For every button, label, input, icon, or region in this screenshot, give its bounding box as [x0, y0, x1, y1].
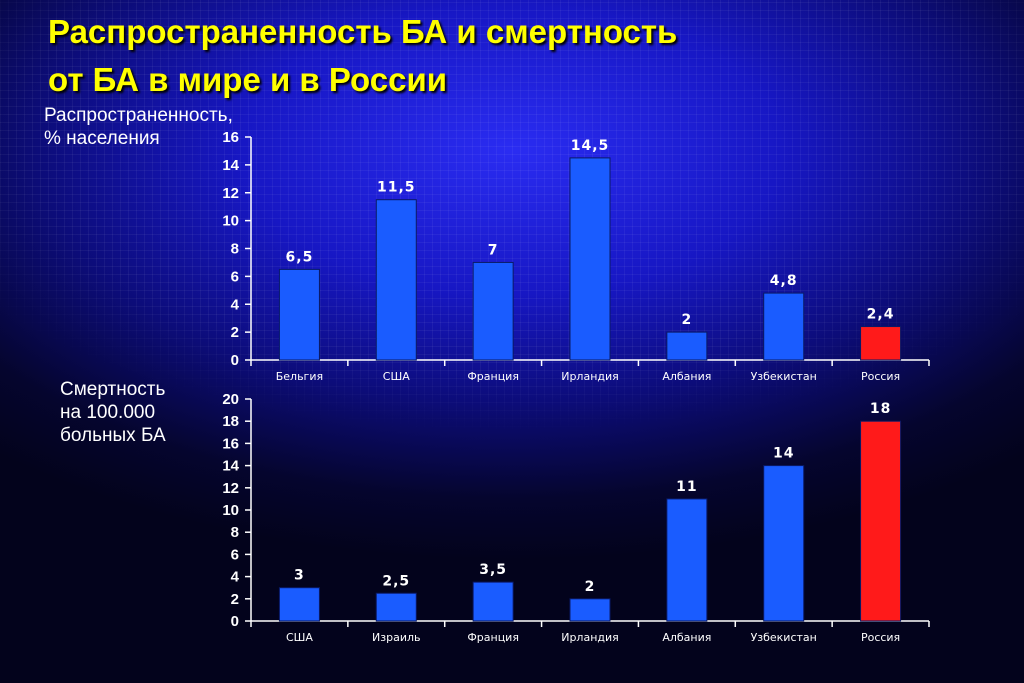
- prevalence-bar: [472, 261, 514, 361]
- prevalence-bar: [763, 292, 805, 361]
- prevalence-data-label: 6,5: [286, 249, 314, 265]
- mortality-axis-label-line-3: больных БА: [60, 425, 166, 446]
- prevalence-y-tick-label: 16: [222, 129, 239, 146]
- mortality-category-label: Израиль: [372, 631, 420, 644]
- mortality-category-label: США: [286, 631, 313, 644]
- prevalence-bar: [375, 199, 417, 361]
- prevalence-data-label: 2,4: [867, 307, 895, 323]
- prevalence-data-label: 7: [488, 242, 499, 258]
- mortality-bar: [569, 598, 611, 622]
- mortality-category-label: Россия: [861, 631, 900, 644]
- mortality-y-tick-label: 0: [231, 613, 239, 630]
- prevalence-category-label: Ирландия: [561, 370, 619, 383]
- mortality-data-label: 14: [773, 446, 794, 462]
- mortality-bar: [860, 420, 902, 622]
- mortality-y-tick-label: 6: [231, 546, 239, 563]
- mortality-data-label: 18: [870, 401, 891, 417]
- mortality-y-tick-label: 16: [222, 435, 239, 452]
- prevalence-y-tick-label: 4: [231, 296, 240, 313]
- mortality-axis-label-line-1: Смертность: [60, 379, 166, 400]
- prevalence-y-tick-label: 14: [222, 157, 239, 174]
- mortality-axis-label-line-2: на 100.000: [60, 402, 156, 423]
- prevalence-category-label: Бельгия: [276, 370, 323, 383]
- prevalence-y-tick-label: 2: [231, 324, 239, 341]
- mortality-data-label: 3: [294, 568, 305, 584]
- prevalence-data-label: 4,8: [770, 273, 798, 289]
- mortality-y-tick-label: 18: [222, 413, 239, 430]
- prevalence-category-label: Россия: [861, 370, 900, 383]
- prevalence-bar: [569, 157, 611, 361]
- prevalence-data-label: 2: [681, 312, 692, 328]
- mortality-data-label: 2,5: [382, 573, 410, 589]
- mortality-bar: [375, 592, 417, 622]
- prevalence-category-label: Узбекистан: [751, 370, 817, 383]
- prevalence-data-label: 14,5: [571, 138, 610, 154]
- mortality-category-label: Узбекистан: [751, 631, 817, 644]
- prevalence-axis-label-line-1: Распространенность,: [44, 105, 233, 126]
- mortality-bar: [763, 465, 805, 622]
- mortality-category-label: Албания: [662, 631, 711, 644]
- mortality-y-tick-label: 2: [231, 591, 239, 608]
- prevalence-bar: [860, 326, 902, 361]
- prevalence-category-label: Франция: [467, 370, 519, 383]
- slide-title: Распространенность БА и смертность от БА…: [48, 8, 988, 104]
- mortality-y-tick-label: 14: [222, 458, 239, 475]
- mortality-bar: [278, 587, 320, 622]
- mortality-data-label: 11: [676, 479, 697, 495]
- prevalence-y-tick-label: 8: [231, 241, 239, 258]
- prevalence-y-tick-label: 0: [231, 352, 239, 369]
- prevalence-y-tick-label: 10: [222, 213, 239, 230]
- prevalence-axis-label-line-2: % населения: [44, 128, 160, 149]
- prevalence-y-tick-label: 12: [222, 185, 239, 202]
- mortality-y-tick-label: 20: [222, 391, 239, 408]
- mortality-category-label: Франция: [467, 631, 519, 644]
- slide-title-line-2: от БА в мире и в России: [48, 61, 448, 98]
- prevalence-bar: [666, 331, 708, 361]
- mortality-category-label: Ирландия: [561, 631, 619, 644]
- slide-title-line-1: Распространенность БА и смертность: [48, 13, 678, 50]
- mortality-bar: [472, 581, 514, 622]
- mortality-data-label: 3,5: [479, 562, 507, 578]
- mortality-bar: [666, 498, 708, 622]
- prevalence-category-label: США: [383, 370, 410, 383]
- mortality-y-tick-label: 12: [222, 480, 239, 497]
- prevalence-axis-label: Распространенность, % населения: [44, 104, 233, 150]
- mortality-y-tick-label: 10: [222, 502, 239, 519]
- prevalence-bar: [278, 268, 320, 361]
- prevalence-data-label: 11,5: [377, 180, 416, 196]
- mortality-y-tick-label: 4: [231, 569, 240, 586]
- prevalence-y-tick-label: 6: [231, 268, 239, 285]
- prevalence-category-label: Албания: [662, 370, 711, 383]
- mortality-y-tick-label: 8: [231, 524, 239, 541]
- mortality-data-label: 2: [585, 579, 596, 595]
- mortality-axis-label: Смертность на 100.000 больных БА: [60, 378, 166, 447]
